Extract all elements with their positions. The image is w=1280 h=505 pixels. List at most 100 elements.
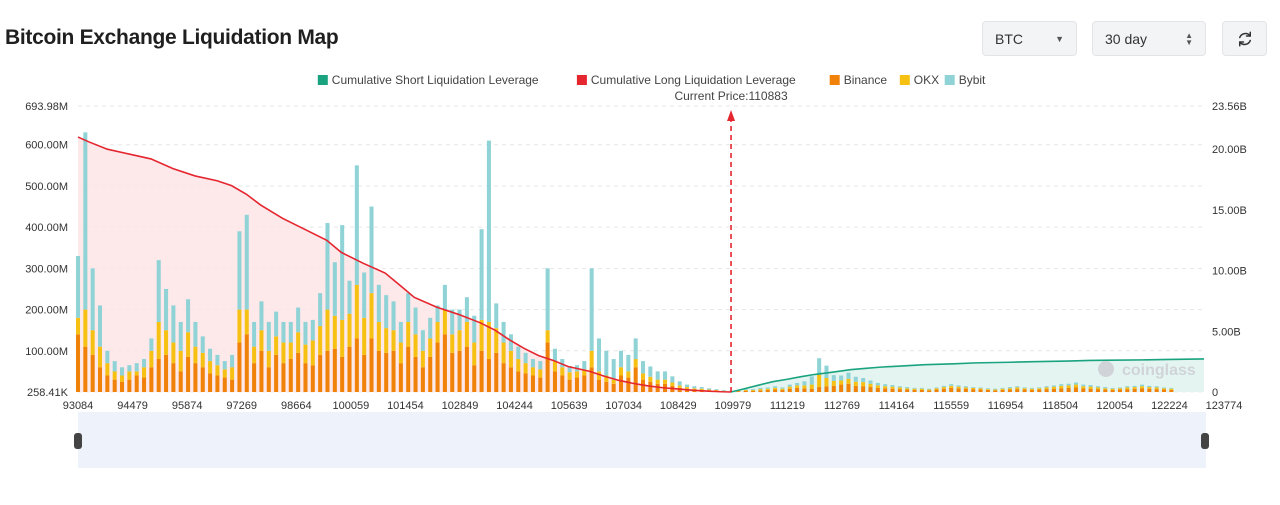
bar-bybit [809,376,814,385]
bar-okx [582,369,587,376]
bar-binance [384,352,389,392]
x-tick-label: 98664 [281,400,312,412]
bar-bybit [670,376,675,383]
symbol-select[interactable]: BTC ▼ [982,21,1077,56]
bar-binance [508,367,513,392]
bar-okx [1169,388,1174,390]
bar-bybit [875,382,880,386]
watermark-text: coinglass [1122,362,1196,379]
bar-okx [846,378,851,384]
bar-binance [237,342,242,392]
legend-label: Cumulative Long Liquidation Leverage [591,73,796,87]
bar-okx [303,344,308,364]
bar-okx [1081,386,1086,389]
bar-bybit [200,336,205,353]
bar-bybit [112,361,117,372]
bar-binance [787,388,792,392]
bar-bybit [501,321,506,343]
bar-binance [1051,388,1056,392]
bar-okx [758,389,763,391]
bar-binance [817,387,822,392]
bar-bybit [406,293,411,322]
bar-binance [354,338,359,392]
legend-swatch [944,75,955,85]
bar-binance [758,390,763,392]
bar-okx [1110,388,1115,390]
bar-binance [464,346,469,392]
bar-okx [384,328,389,353]
bar-binance [1000,389,1005,392]
zoom-slider-handle-right[interactable] [1201,433,1209,449]
bar-bybit [604,350,609,376]
bar-okx [310,340,315,366]
x-tick-label: 123774 [1206,400,1243,412]
bar-binance [142,377,147,392]
bar-bybit [552,348,557,362]
bar-binance [274,354,279,392]
range-select-value: 30 day [1105,30,1148,47]
bar-binance [560,375,565,392]
bar-bybit [567,366,572,373]
bar-okx [479,319,484,351]
bar-binance [120,381,125,392]
bar-bybit [1029,387,1034,389]
bar-binance [501,363,506,392]
bar-binance [934,389,939,392]
range-select[interactable]: 30 day ▲ ▼ [1092,21,1206,56]
bar-okx [376,321,381,351]
bar-okx [1161,388,1167,390]
x-tick-label: 116954 [988,400,1024,412]
bar-bybit [450,309,455,335]
bar-okx [1022,388,1027,390]
refresh-button[interactable] [1222,21,1267,56]
bar-binance [1044,389,1049,392]
bar-okx [134,371,139,376]
bar-okx [538,369,543,378]
bar-okx [949,385,954,388]
bar-binance [156,359,161,392]
bar-bybit [751,389,756,390]
bar-binance [875,387,880,392]
coinglass-logo-icon [1098,361,1114,377]
bar-binance [1095,389,1100,392]
bar-binance [1081,388,1086,392]
bar-binance [332,348,337,392]
bar-okx [193,346,198,364]
bar-bybit [883,384,888,387]
bar-bybit [1037,387,1042,389]
bar-binance [435,342,440,392]
bar-okx [853,381,858,386]
zoom-slider-handle-left[interactable] [74,433,82,449]
bar-binance [105,375,110,392]
bar-bybit [391,301,396,331]
legend-swatch [576,75,587,85]
bar-bybit [1154,386,1159,388]
bar-okx [127,371,132,380]
bar-bybit [222,361,227,370]
bar-binance [530,375,535,392]
bar-bybit [1147,385,1152,388]
bar-bybit [105,350,110,364]
y-right-tick-label: 5.00B [1212,326,1241,338]
bar-okx [1154,387,1159,390]
bar-binance [971,389,976,392]
bar-okx [266,350,271,368]
bar-binance [574,377,579,392]
bar-binance [846,383,851,392]
bar-okx [905,388,910,390]
bar-bybit [215,354,220,366]
bar-bybit [758,387,763,390]
bar-bybit [274,311,279,337]
bar-okx [663,379,668,384]
bar-okx [655,379,660,384]
bar-binance [391,350,396,392]
bar-okx [897,387,902,390]
x-tick-label: 94479 [117,400,148,412]
bar-binance [927,390,932,392]
bar-okx [391,330,396,351]
x-tick-label: 101454 [387,400,424,412]
bar-bybit [1139,384,1145,387]
bar-okx [831,380,836,386]
short-liquidation-line [730,358,1205,393]
bar-okx [552,361,557,372]
